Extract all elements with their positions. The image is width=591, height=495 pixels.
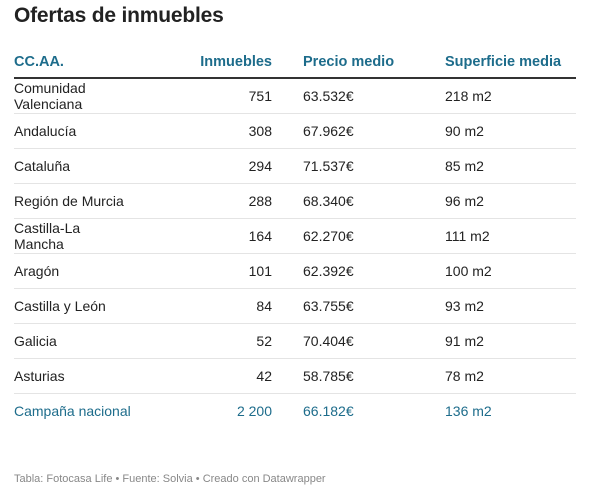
footer: Tabla: Fotocasa Life • Fuente: Solvia • … bbox=[14, 473, 326, 485]
table-cell: 100 m2 bbox=[414, 253, 576, 289]
table-cell: Aragón bbox=[14, 253, 132, 289]
table-cell: 101 bbox=[132, 253, 272, 289]
table-cell: Comunidad Valenciana bbox=[14, 78, 132, 114]
table-cell: 62.270€ bbox=[272, 218, 414, 254]
table-row: Campaña nacional 2 200 66.182€ 136 m2 bbox=[14, 394, 576, 429]
table-cell: 288 bbox=[132, 183, 272, 219]
table-row: Comunidad Valenciana 751 63.532€ 218 m2 bbox=[14, 78, 576, 114]
table-cell: Región de Murcia bbox=[14, 183, 132, 219]
table-cell: 66.182€ bbox=[303, 403, 354, 419]
table-cell: 136 m2 bbox=[445, 403, 492, 419]
table-cell: 62.392€ bbox=[272, 253, 414, 289]
table-cell: 96 m2 bbox=[414, 183, 576, 219]
table-cell: 71.537€ bbox=[272, 148, 414, 184]
table-cell: 58.785€ bbox=[272, 358, 414, 394]
table-cell: 78 m2 bbox=[414, 358, 576, 394]
table-cell: Andalucía bbox=[14, 113, 132, 149]
table-cell: Campaña nacional bbox=[14, 403, 131, 419]
table-cell: 91 m2 bbox=[414, 323, 576, 359]
table-row: Cataluña 294 71.537€ 85 m2 bbox=[14, 148, 576, 184]
table-cell: Castilla y León bbox=[14, 288, 132, 324]
table-cell: 52 bbox=[132, 323, 272, 359]
table-cell: 70.404€ bbox=[272, 323, 414, 359]
table-row: Castilla-La Mancha 164 62.270€ 111 m2 bbox=[14, 218, 576, 254]
table-cell: 751 bbox=[132, 78, 272, 114]
title: Ofertas de inmuebles bbox=[14, 4, 224, 27]
header-cell: CC.AA. bbox=[14, 46, 132, 79]
table-row: Andalucía 308 67.962€ 90 m2 bbox=[14, 113, 576, 149]
table-cell: 63.532€ bbox=[272, 78, 414, 114]
table-cell: 42 bbox=[132, 358, 272, 394]
table-cell: Asturias bbox=[14, 358, 132, 394]
table-body: Comunidad Valenciana 751 63.532€ 218 m2 Anda… bbox=[14, 78, 576, 428]
header-cell: Inmuebles bbox=[132, 46, 272, 79]
table-cell: Galicia bbox=[14, 323, 132, 359]
table-cell: 68.340€ bbox=[272, 183, 414, 219]
table-cell: 90 m2 bbox=[414, 113, 576, 149]
table-cell: 67.962€ bbox=[272, 113, 414, 149]
table-row: Aragón 101 62.392€ 100 m2 bbox=[14, 253, 576, 289]
table-cell: 218 m2 bbox=[414, 78, 576, 114]
table-cell: 93 m2 bbox=[414, 288, 576, 324]
table-cell: 294 bbox=[132, 148, 272, 184]
header-row: CC.AA. Inmuebles Precio medio Superficie me… bbox=[14, 46, 576, 79]
table-cell: Castilla-La Mancha bbox=[14, 218, 132, 254]
table-cell: 2 200 bbox=[236, 403, 272, 419]
table-row: Asturias 42 58.785€ 78 m2 bbox=[14, 358, 576, 394]
table-row: Castilla y León 84 63.755€ 93 m2 bbox=[14, 288, 576, 324]
header-cell: Precio medio bbox=[272, 46, 414, 79]
header-cell: Superficie media bbox=[414, 46, 576, 79]
table-cell: Cataluña bbox=[14, 148, 132, 184]
table-row: Región de Murcia 288 68.340€ 96 m2 bbox=[14, 183, 576, 219]
table: CC.AA. Inmuebles Precio medio Superficie me… bbox=[14, 46, 576, 428]
table-cell: 164 bbox=[132, 218, 272, 254]
table-row: Galicia 52 70.404€ 91 m2 bbox=[14, 323, 576, 359]
table-cell: 84 bbox=[132, 288, 272, 324]
table-cell: 85 m2 bbox=[414, 148, 576, 184]
table-cell: 308 bbox=[132, 113, 272, 149]
table-cell: 63.755€ bbox=[272, 288, 414, 324]
table-cell: 111 m2 bbox=[414, 218, 576, 254]
